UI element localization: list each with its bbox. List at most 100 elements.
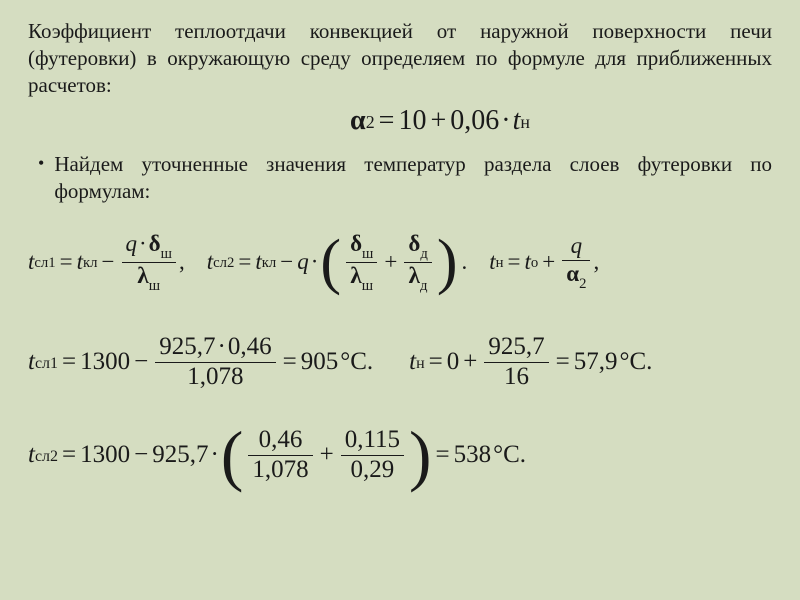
delta-symbol: δ bbox=[350, 231, 362, 256]
formula-tsl1: tсл1 = tкл − q·δш λш , bbox=[28, 231, 185, 293]
val-0: 0 bbox=[447, 348, 460, 376]
val-9257: 925,7 bbox=[152, 441, 208, 469]
sub-2: 2 bbox=[366, 112, 375, 133]
equals-sign: = bbox=[556, 348, 570, 376]
bullet-text: Найдем уточненные значения температур ра… bbox=[54, 151, 772, 205]
intro-paragraph: Коэффициент теплоотдачи конвекцией от на… bbox=[28, 18, 772, 99]
plus-sign: + bbox=[463, 348, 477, 376]
equation-alpha2: α2 = 10 + 0,06 · tн bbox=[108, 105, 772, 137]
lambda-symbol: λ bbox=[350, 263, 361, 288]
period: . bbox=[646, 348, 652, 376]
fraction: δш λш bbox=[346, 231, 377, 293]
plus-sign: + bbox=[542, 249, 555, 275]
val-029: 0,29 bbox=[350, 456, 394, 483]
degree-sign: ° bbox=[340, 348, 350, 376]
sub-d: д bbox=[420, 278, 428, 294]
formula-tn: tн = tо + q α2 , bbox=[489, 233, 599, 291]
alpha-symbol: α bbox=[350, 105, 366, 137]
fraction: 0,115 0,29 bbox=[341, 426, 404, 485]
sub-sl2: сл2 bbox=[35, 448, 58, 466]
equals-sign: = bbox=[379, 105, 395, 137]
val-006: 0,06 bbox=[450, 105, 499, 137]
val-16: 16 bbox=[504, 363, 529, 390]
degree-sign: ° bbox=[493, 441, 503, 469]
delta-symbol: δ bbox=[149, 231, 161, 256]
minus-sign: − bbox=[134, 441, 148, 469]
val-1078: 1,078 bbox=[252, 456, 308, 483]
formula-tsl2: tсл2 = tкл − q · ( δш λш + δд λд ) bbox=[207, 231, 468, 293]
dot-operator: · bbox=[311, 249, 319, 275]
fraction: q α2 bbox=[562, 233, 590, 291]
period: . bbox=[520, 441, 526, 469]
val-1300: 1300 bbox=[80, 348, 130, 376]
lambda-symbol: λ bbox=[137, 263, 148, 288]
calc-tsl2: tсл2 = 1300 − 925,7 · ( 0,46 1,078 + 0,1… bbox=[28, 426, 526, 485]
var-t: t bbox=[409, 348, 416, 376]
alpha-symbol: α bbox=[566, 261, 579, 286]
equals-sign: = bbox=[508, 249, 521, 275]
var-t: t bbox=[28, 348, 35, 376]
formula-row-symbolic: tсл1 = tкл − q·δш λш , tсл2 = tкл − q · … bbox=[28, 222, 772, 302]
sub-sh: ш bbox=[161, 246, 172, 262]
val-9257: 925,7 bbox=[159, 333, 215, 360]
val-905: 905 bbox=[301, 348, 339, 376]
lambda-symbol: λ bbox=[409, 263, 420, 288]
sub-sl1: сл1 bbox=[34, 255, 55, 272]
plus-sign: + bbox=[430, 105, 446, 137]
dot-operator: · bbox=[211, 441, 219, 469]
paren-group: ( δш λш + δд λд ) bbox=[320, 231, 457, 293]
sub-sl2: сл2 bbox=[213, 255, 234, 272]
equals-sign: = bbox=[436, 441, 450, 469]
equals-sign: = bbox=[238, 249, 251, 275]
var-q: q bbox=[126, 231, 138, 256]
minus-sign: − bbox=[280, 249, 293, 275]
equals-sign: = bbox=[429, 348, 443, 376]
var-q: q bbox=[571, 233, 583, 258]
sub-d: д bbox=[420, 246, 428, 262]
fraction: 925,7·0,46 1,078 bbox=[155, 333, 275, 392]
var-q: q bbox=[297, 249, 309, 275]
sub-sh: ш bbox=[362, 278, 373, 294]
val-579: 57,9 bbox=[574, 348, 618, 376]
paren-group: ( 0,46 1,078 + 0,115 0,29 ) bbox=[221, 426, 432, 485]
val-046: 0,46 bbox=[228, 333, 272, 360]
fraction: δд λд bbox=[404, 231, 431, 293]
period: . bbox=[367, 348, 373, 376]
bullet-item: • Найдем уточненные значения температур … bbox=[28, 151, 772, 205]
dot-operator: · bbox=[139, 231, 147, 256]
calc-tsl1: tсл1 = 1300 − 925,7·0,46 1,078 = 905 °C. bbox=[28, 333, 373, 392]
val-538: 538 bbox=[454, 441, 492, 469]
fraction: q·δш λш bbox=[122, 231, 176, 293]
sub-kl: кл bbox=[262, 255, 277, 272]
sub-sh: ш bbox=[362, 246, 373, 262]
dot-operator: · bbox=[501, 105, 510, 137]
equals-sign: = bbox=[62, 348, 76, 376]
val-9257: 925,7 bbox=[488, 333, 544, 360]
minus-sign: − bbox=[102, 249, 115, 275]
calc-tn: tн = 0 + 925,7 16 = 57,9 °C. bbox=[409, 333, 652, 392]
period: . bbox=[462, 249, 468, 275]
equals-sign: = bbox=[283, 348, 297, 376]
sub-o: о bbox=[531, 255, 538, 272]
celsius: C bbox=[629, 348, 646, 376]
delta-symbol: δ bbox=[408, 231, 420, 256]
plus-sign: + bbox=[320, 441, 334, 469]
val-046: 0,46 bbox=[259, 426, 303, 453]
sub-sl1: сл1 bbox=[35, 355, 58, 373]
minus-sign: − bbox=[134, 348, 148, 376]
sub-n: н bbox=[520, 112, 530, 133]
degree-sign: ° bbox=[619, 348, 629, 376]
dot-operator: · bbox=[218, 333, 226, 360]
val-1078: 1,078 bbox=[187, 363, 243, 390]
plus-sign: + bbox=[384, 249, 397, 275]
sub-n: н bbox=[496, 255, 504, 272]
var-t: t bbox=[28, 441, 35, 469]
celsius: C bbox=[350, 348, 367, 376]
sub-n: н bbox=[416, 355, 425, 373]
calc-row-2: tсл2 = 1300 − 925,7 · ( 0,46 1,078 + 0,1… bbox=[28, 420, 772, 490]
fraction: 0,46 1,078 bbox=[248, 426, 312, 485]
var-t: t bbox=[513, 105, 521, 137]
equals-sign: = bbox=[60, 249, 73, 275]
equals-sign: = bbox=[62, 441, 76, 469]
comma: , bbox=[593, 249, 599, 275]
